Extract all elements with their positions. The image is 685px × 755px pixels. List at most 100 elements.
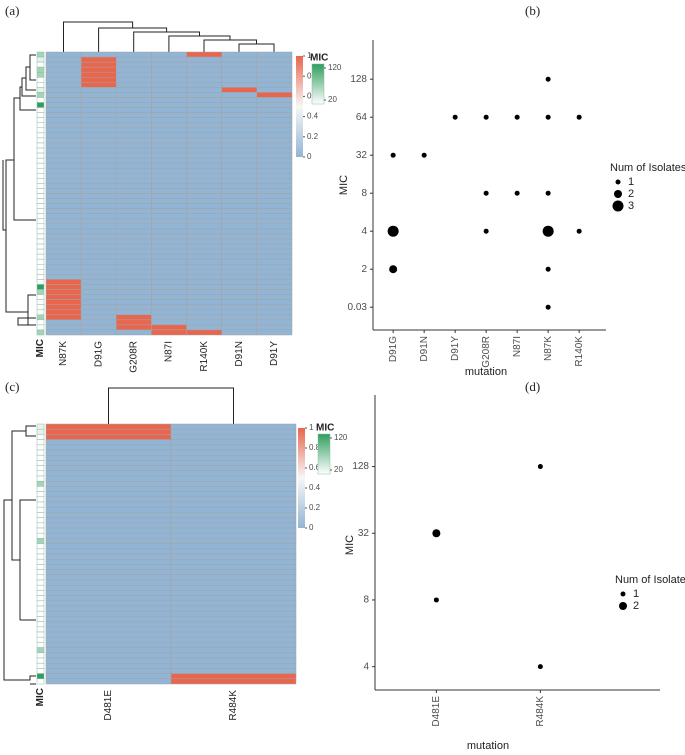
heatmap-cell <box>256 264 293 270</box>
y-tick-label: 8 <box>363 595 369 606</box>
heatmap-cell <box>221 299 258 305</box>
heatmap-cell <box>45 657 172 664</box>
heatmap-cell <box>151 309 187 316</box>
heatmap-cell <box>151 248 187 255</box>
mic-annotation <box>36 470 45 477</box>
mic-annotation <box>36 71 45 78</box>
column-dendrogram <box>63 21 275 424</box>
column-label: D91G <box>93 341 104 367</box>
heatmap-cell <box>80 309 117 316</box>
heatmap-cell <box>116 183 152 189</box>
y-tick-label: 128 <box>352 461 369 472</box>
mic-annotation <box>36 496 45 503</box>
heatmap-cell <box>116 228 152 235</box>
heatmap-cell <box>45 584 172 591</box>
heatmap-cell <box>45 579 172 586</box>
heatmap-cell <box>186 142 222 149</box>
heatmap-cell <box>221 178 258 184</box>
heatmap-cell <box>186 309 222 316</box>
heatmap-cell <box>151 238 187 245</box>
heatmap-cell <box>116 167 152 174</box>
heatmap-cell <box>80 92 117 98</box>
x-tick-label: N87K <box>543 336 554 361</box>
heatmap-cell <box>256 198 293 204</box>
heatmap-cell <box>186 228 222 235</box>
heatmap-cell <box>80 193 117 199</box>
heatmap-cell <box>151 87 187 93</box>
heatmap-cell <box>151 56 187 63</box>
heatmap-cell <box>151 102 187 108</box>
mic-annotation <box>36 538 45 544</box>
heatmap-cell <box>151 269 187 275</box>
heatmap-cell <box>45 652 172 659</box>
heatmap-cell <box>151 193 187 199</box>
heatmap-cell <box>116 274 152 280</box>
mic-annotation <box>36 491 45 498</box>
mic-annotation <box>36 569 45 576</box>
heatmap-cell <box>80 61 117 68</box>
heatmap-cell <box>45 517 172 524</box>
heatmap-cell <box>45 51 82 58</box>
heatmap-cell <box>256 97 293 103</box>
heatmap-cell <box>116 92 152 98</box>
heatmap-cell <box>80 314 117 321</box>
heatmap-cell <box>116 309 152 316</box>
heatmap-cell <box>116 97 152 103</box>
heatmap-cell <box>221 66 258 73</box>
heatmap-cell <box>186 314 222 321</box>
heatmap-cell <box>80 294 117 300</box>
heatmap-cell <box>116 319 152 326</box>
heatmap-cell <box>80 107 117 113</box>
heatmap-cell <box>256 173 293 179</box>
heatmap-cell <box>221 274 258 280</box>
heatmap-cell <box>256 167 293 174</box>
mic-annotation <box>36 678 45 685</box>
mic-annotation <box>36 269 45 275</box>
column-label: R484K <box>228 690 239 721</box>
legend-symbol <box>619 602 627 610</box>
heatmap-cell <box>45 527 172 534</box>
mic-annotation <box>36 183 45 189</box>
heatmap-cell <box>256 183 293 189</box>
heatmap-cell <box>45 218 82 225</box>
heatmap-cell <box>45 621 172 628</box>
heatmap-cell <box>221 289 258 295</box>
mic-annotation <box>36 621 45 628</box>
heatmap-cell <box>151 51 187 58</box>
mic-annotation <box>36 107 45 113</box>
heatmap-cell <box>45 248 82 255</box>
heatmap-cell <box>186 258 222 265</box>
mic-annotation <box>36 480 45 487</box>
point <box>432 529 441 538</box>
heatmap-cell <box>80 258 117 265</box>
heatmap-cell <box>186 61 222 68</box>
heatmap-cell <box>151 97 187 103</box>
heatmap-cell <box>151 218 187 225</box>
heatmap-cell <box>45 496 172 503</box>
heatmap-cell <box>45 92 82 98</box>
y-tick-label: 8 <box>361 188 367 199</box>
heatmap-cell <box>45 522 172 529</box>
heatmap-cell <box>186 243 222 250</box>
heatmap-cell <box>186 319 222 326</box>
heatmap-cell <box>45 193 82 199</box>
heatmap-cell <box>151 178 187 184</box>
heatmap-cell <box>256 319 293 326</box>
heatmap-cell <box>170 543 297 550</box>
heatmap-cell <box>170 564 297 570</box>
heatmap-cell <box>45 157 82 164</box>
mic-annotation <box>36 152 45 159</box>
mic-annotation <box>36 56 45 63</box>
mic-annotation <box>36 324 45 331</box>
heatmap-cell <box>151 137 187 144</box>
heatmap-cell <box>45 512 172 518</box>
legend-symbol <box>612 200 624 212</box>
heatmap-cell <box>256 243 293 250</box>
heatmap-cell <box>151 147 187 154</box>
heatmap-cell <box>45 678 172 685</box>
heatmap-cell <box>45 198 82 204</box>
heatmap-cell <box>170 538 297 544</box>
legend-title: MIC <box>310 53 328 64</box>
heatmap-cell <box>221 188 258 194</box>
heatmap-cell <box>170 480 297 487</box>
